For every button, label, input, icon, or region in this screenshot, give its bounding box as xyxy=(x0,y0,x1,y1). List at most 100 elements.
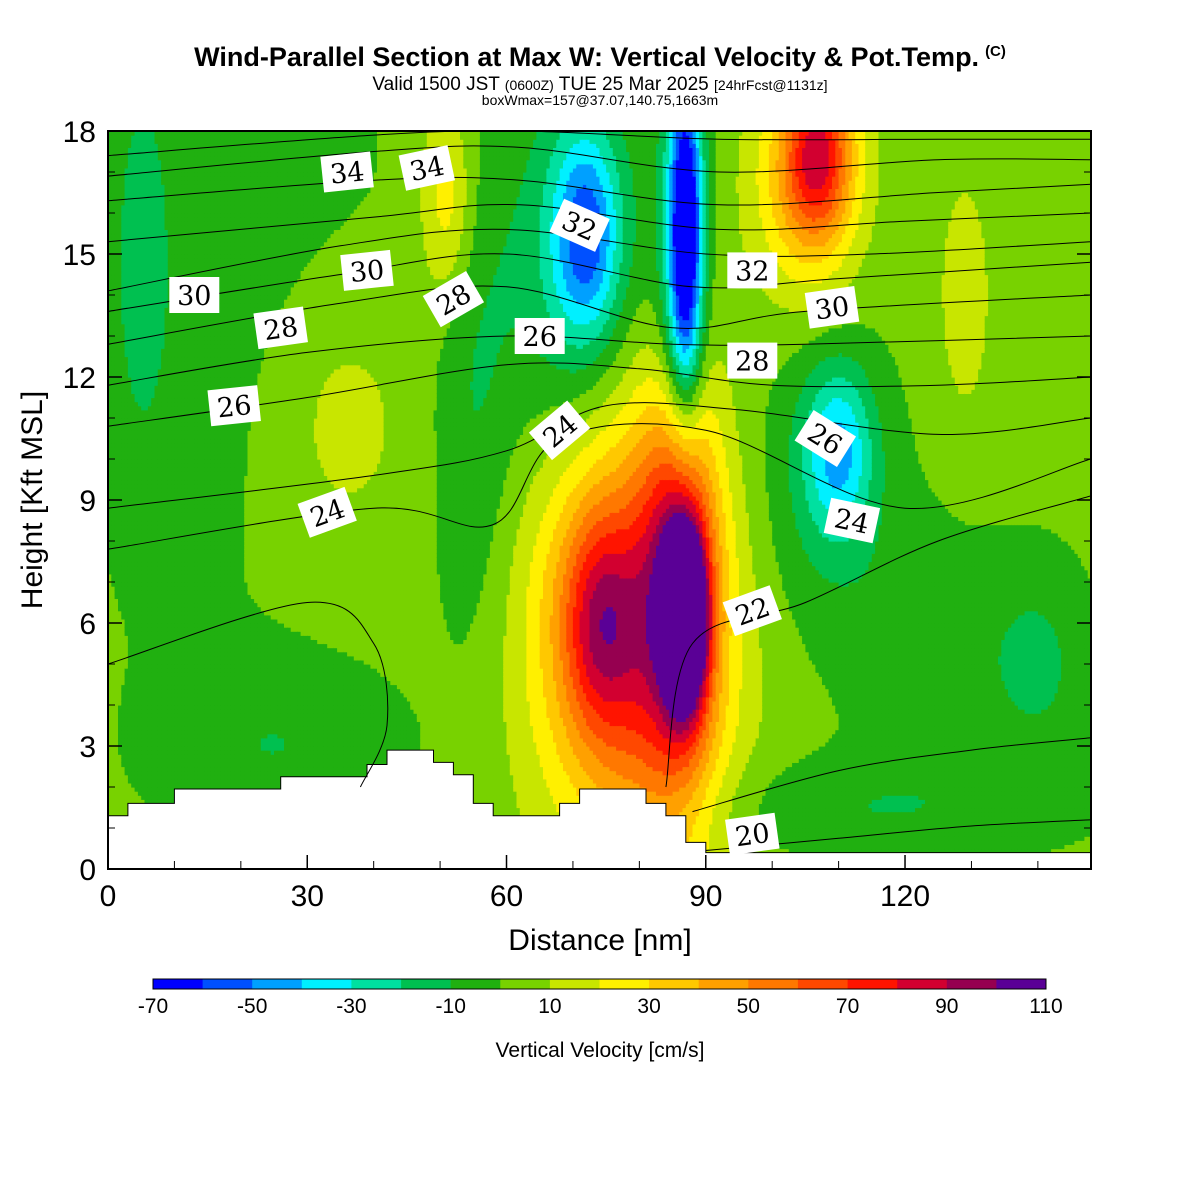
velocity-cell xyxy=(145,582,149,587)
velocity-cell xyxy=(161,611,165,616)
velocity-cell xyxy=(115,303,119,308)
velocity-cell xyxy=(145,578,149,583)
velocity-cell xyxy=(145,676,149,681)
velocity-cell xyxy=(145,787,149,792)
velocity-cell xyxy=(131,451,135,456)
velocity-cell xyxy=(131,738,135,743)
velocity-cell xyxy=(131,348,135,353)
velocity-cell xyxy=(145,742,149,747)
velocity-cell xyxy=(145,352,149,357)
velocity-cell xyxy=(115,779,119,784)
velocity-cell xyxy=(131,426,135,431)
velocity-cell xyxy=(115,635,119,640)
velocity-cell xyxy=(115,459,119,464)
velocity-cell xyxy=(131,180,135,185)
velocity-cell xyxy=(115,754,119,759)
velocity-cell xyxy=(115,549,119,554)
velocity-cell xyxy=(115,295,119,300)
velocity-cell xyxy=(161,676,165,681)
velocity-cell xyxy=(161,787,165,792)
velocity-cell xyxy=(131,594,135,599)
velocity-cell xyxy=(131,402,135,407)
velocity-cell xyxy=(115,147,119,152)
velocity-cell xyxy=(161,258,165,263)
velocity-cell xyxy=(131,459,135,464)
velocity-cell xyxy=(161,549,165,554)
velocity-cell xyxy=(161,521,165,526)
velocity-cell xyxy=(161,197,165,202)
velocity-cell xyxy=(161,447,165,452)
velocity-cell xyxy=(131,557,135,562)
velocity-cell xyxy=(161,783,165,788)
velocity-cell xyxy=(115,213,119,218)
velocity-cell xyxy=(161,336,165,341)
velocity-cell xyxy=(131,270,135,275)
velocity-cell xyxy=(131,570,135,575)
velocity-cell xyxy=(145,697,149,702)
velocity-cell xyxy=(145,574,149,579)
velocity-cell xyxy=(161,303,165,308)
velocity-cell xyxy=(115,590,119,595)
velocity-cell xyxy=(145,463,149,468)
velocity-cell xyxy=(115,262,119,267)
velocity-cell xyxy=(161,213,165,218)
velocity-cell xyxy=(115,406,119,411)
velocity-cell xyxy=(131,160,135,165)
velocity-cell xyxy=(115,275,119,280)
velocity-cell xyxy=(145,492,149,497)
velocity-cell xyxy=(161,426,165,431)
velocity-cell xyxy=(145,615,149,620)
velocity-cell xyxy=(131,685,135,690)
velocity-cell xyxy=(115,463,119,468)
velocity-cell xyxy=(161,402,165,407)
velocity-cell xyxy=(161,348,165,353)
velocity-cell xyxy=(131,627,135,632)
velocity-cell xyxy=(145,340,149,345)
velocity-cell xyxy=(145,143,149,148)
velocity-cell xyxy=(145,644,149,649)
velocity-cell xyxy=(145,545,149,550)
velocity-cell xyxy=(115,451,119,456)
velocity-cell xyxy=(115,279,119,284)
velocity-cell xyxy=(115,553,119,558)
velocity-cell xyxy=(145,586,149,591)
velocity-cell xyxy=(115,238,119,243)
velocity-cell xyxy=(115,594,119,599)
velocity-cell xyxy=(131,254,135,259)
velocity-cell xyxy=(161,180,165,185)
velocity-cell xyxy=(115,586,119,591)
velocity-cell xyxy=(161,623,165,628)
velocity-cell xyxy=(115,508,119,513)
velocity-cell xyxy=(131,295,135,300)
velocity-cell xyxy=(131,713,135,718)
velocity-cell xyxy=(115,705,119,710)
velocity-cell xyxy=(131,193,135,198)
velocity-cell xyxy=(161,545,165,550)
velocity-cell xyxy=(161,504,165,509)
velocity-cell xyxy=(161,287,165,292)
velocity-cell xyxy=(115,471,119,476)
velocity-cell xyxy=(161,254,165,259)
velocity-cell xyxy=(161,627,165,632)
velocity-cell xyxy=(131,726,135,731)
velocity-cell xyxy=(115,767,119,772)
velocity-cell xyxy=(145,393,149,398)
velocity-cell xyxy=(145,791,149,796)
velocity-cell xyxy=(161,795,165,800)
velocity-cell xyxy=(145,639,149,644)
velocity-cell xyxy=(115,762,119,767)
velocity-cell xyxy=(161,488,165,493)
velocity-cell xyxy=(161,680,165,685)
velocity-cell xyxy=(115,393,119,398)
velocity-cell xyxy=(131,746,135,751)
velocity-cell xyxy=(115,525,119,530)
velocity-cell xyxy=(145,406,149,411)
velocity-cell xyxy=(161,176,165,181)
velocity-cell xyxy=(115,516,119,521)
velocity-cell xyxy=(115,172,119,177)
velocity-cell xyxy=(115,615,119,620)
velocity-cell xyxy=(131,385,135,390)
velocity-cell xyxy=(115,193,119,198)
velocity-cell xyxy=(145,270,149,275)
